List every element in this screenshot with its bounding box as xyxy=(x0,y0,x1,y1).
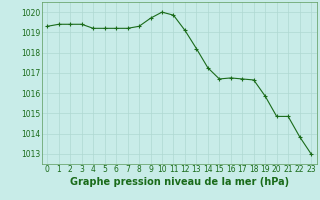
X-axis label: Graphe pression niveau de la mer (hPa): Graphe pression niveau de la mer (hPa) xyxy=(70,177,289,187)
